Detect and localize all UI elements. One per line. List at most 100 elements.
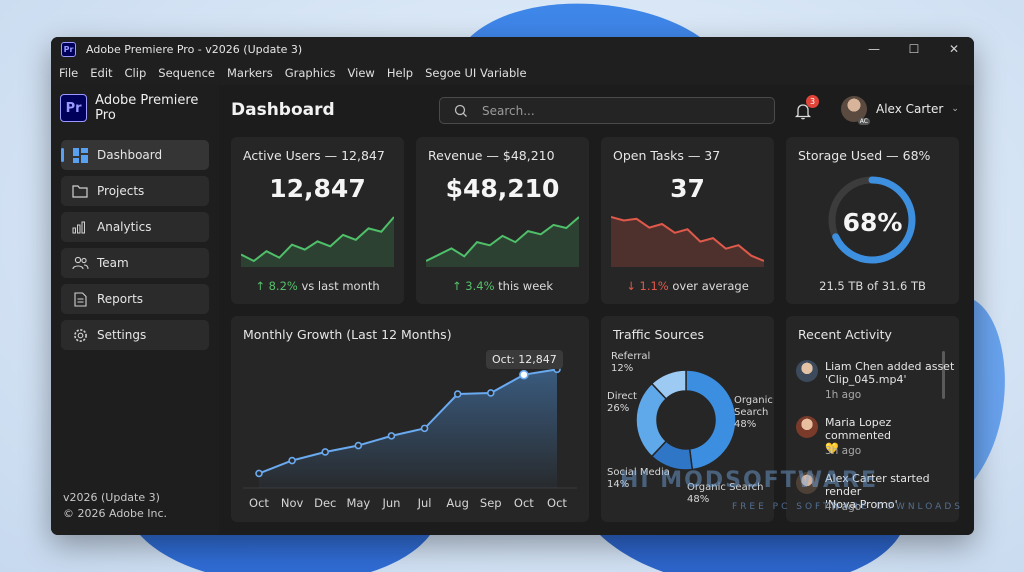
menu-bar: File Edit Clip Sequence Markers Graphics… [51, 61, 974, 85]
activity-time: 4h ago [825, 501, 862, 513]
donut-slice[interactable] [685, 369, 737, 471]
monthly-growth-card[interactable]: Monthly Growth (Last 12 Months) Oct: 12,… [231, 316, 589, 522]
search-input[interactable]: Search... [439, 97, 775, 124]
label-pct: 14% [607, 479, 630, 490]
ring-progress [828, 176, 916, 264]
folder-icon [71, 182, 89, 200]
card-delta: ↑ 8.2% vs last month [231, 279, 404, 293]
x-tick-label: Nov [280, 496, 304, 510]
card-title: Traffic Sources [613, 327, 704, 342]
growth-point[interactable] [255, 469, 263, 478]
bell-icon [794, 104, 812, 120]
maximize-button[interactable]: ☐ [908, 42, 920, 56]
sidebar-item-label: Settings [97, 328, 147, 342]
label-social: Social Media 14% [607, 467, 670, 491]
label-text: Referral [611, 351, 651, 362]
up-arrow-icon: ↑ [255, 279, 265, 293]
notification-badge: 3 [806, 95, 819, 108]
activity-text: Maria Lopez commented 💛 [825, 416, 960, 455]
growth-point[interactable] [321, 448, 330, 456]
x-tick-label: May [346, 496, 371, 510]
copyright-text: © 2026 Adobe Inc. [63, 507, 168, 520]
card-delta: ↑ 3.4% this week [416, 279, 589, 293]
growth-line [258, 368, 558, 475]
growth-point[interactable] [420, 424, 429, 433]
storage-ring [828, 176, 916, 264]
card-value: 37 [670, 174, 705, 203]
active-users-card[interactable]: Active Users — 12,847 12,847 ↑ 8.2% vs l… [231, 137, 404, 304]
open-tasks-card[interactable]: Open Tasks — 37 37 ↓ 1.1% over average [601, 137, 774, 304]
card-title: Active Users — 12,847 [243, 148, 385, 163]
main-content: Dashboard Search... 3 AC Alex Carter ⌄ A… [219, 85, 974, 535]
menu-view[interactable]: View [347, 66, 375, 80]
traffic-donut-chart [635, 369, 737, 471]
storage-detail: 21.5 TB of 31.6 TB [819, 279, 926, 293]
user-menu[interactable]: AC Alex Carter ⌄ [841, 96, 959, 125]
menu-graphics[interactable]: Graphics [284, 66, 336, 80]
growth-point[interactable] [288, 456, 296, 465]
x-tick-label: Jun [382, 496, 401, 510]
recent-activity-card[interactable]: Recent Activity Liam Chen added asset 'Cl… [786, 316, 959, 522]
header: Dashboard [231, 85, 966, 135]
card-title: Open Tasks — 37 [613, 148, 721, 163]
title-bar[interactable]: Pr Adobe Premiere Pro - v2026 (Update 3)… [51, 37, 974, 61]
menu-help[interactable]: Help [386, 66, 414, 80]
premiere-logo-icon: Pr [60, 94, 88, 122]
menu-file[interactable]: File [59, 66, 79, 80]
sidebar-item-dashboard[interactable]: Dashboard [61, 140, 209, 170]
activity-text: Alex Carter started render 'Nova Promo' [825, 472, 960, 511]
growth-point[interactable] [387, 432, 396, 440]
activity-time: 1h ago [825, 389, 862, 401]
activity-scrollbar[interactable] [942, 351, 945, 399]
growth-point[interactable] [519, 369, 529, 380]
brand-name: Adobe Premiere Pro [95, 93, 199, 123]
growth-point[interactable] [453, 390, 462, 398]
open-tasks-sparkline [611, 216, 764, 267]
sidebar-item-team[interactable]: Team [61, 248, 209, 278]
monthly-growth-chart [243, 365, 577, 489]
card-title: Revenue — $48,210 [428, 148, 555, 163]
menu-font[interactable]: Segoe UI Variable [425, 66, 527, 80]
sidebar-item-reports[interactable]: Reports [61, 284, 209, 314]
bar-chart-icon [71, 218, 89, 236]
menu-markers[interactable]: Markers [227, 66, 273, 80]
sparkline-line [426, 216, 579, 262]
label-pct: 26% [607, 403, 630, 414]
search-placeholder: Search... [482, 103, 535, 118]
sidebar-item-projects[interactable]: Projects [61, 176, 209, 206]
menu-sequence[interactable]: Sequence [158, 66, 215, 80]
sparkline-area [426, 217, 579, 267]
delta-value: 1.1% [639, 279, 669, 293]
storage-card[interactable]: Storage Used — 68% 68% 21.5 TB of 31.6 T… [786, 137, 959, 304]
label-organic-bottom: Organic Search 48% [687, 482, 763, 506]
gear-icon [71, 326, 89, 344]
label-pct: 48% [687, 494, 710, 505]
x-tick-label: Oct [547, 496, 567, 510]
sidebar-footer: v2026 (Update 3) © 2026 Adobe Inc. [63, 490, 167, 522]
growth-point[interactable] [354, 441, 363, 450]
menu-edit[interactable]: Edit [90, 66, 113, 80]
close-button[interactable]: ✕ [948, 42, 960, 56]
traffic-sources-card[interactable]: Traffic Sources Referral 12% Direct 26% Or… [601, 316, 774, 522]
version-text: v2026 (Update 3) [63, 491, 160, 504]
sidebar-item-label: Reports [97, 292, 144, 306]
notifications-button[interactable]: 3 [793, 95, 819, 123]
card-value: $48,210 [445, 174, 560, 203]
sidebar-item-label: Projects [97, 184, 145, 198]
x-tick-label: Aug [446, 496, 469, 510]
menu-clip[interactable]: Clip [124, 66, 147, 80]
revenue-card[interactable]: Revenue — $48,210 $48,210 ↑ 3.4% this we… [416, 137, 589, 304]
activity-line: Alex Carter started render [825, 472, 930, 498]
donut-slice[interactable] [650, 369, 687, 400]
minimize-button[interactable]: — [868, 42, 880, 56]
activity-line: Maria Lopez commented [825, 416, 892, 442]
growth-point[interactable] [486, 389, 495, 397]
label-text: Organic Search [687, 482, 764, 493]
label-text: Organic [734, 395, 773, 406]
sidebar-item-settings[interactable]: Settings [61, 320, 209, 350]
avatar: AC [841, 96, 870, 125]
sidebar: Pr Adobe Premiere Pro Dashboard Projects [51, 85, 219, 535]
sidebar-item-analytics[interactable]: Analytics [61, 212, 209, 242]
premiere-app-icon: Pr [61, 41, 76, 57]
